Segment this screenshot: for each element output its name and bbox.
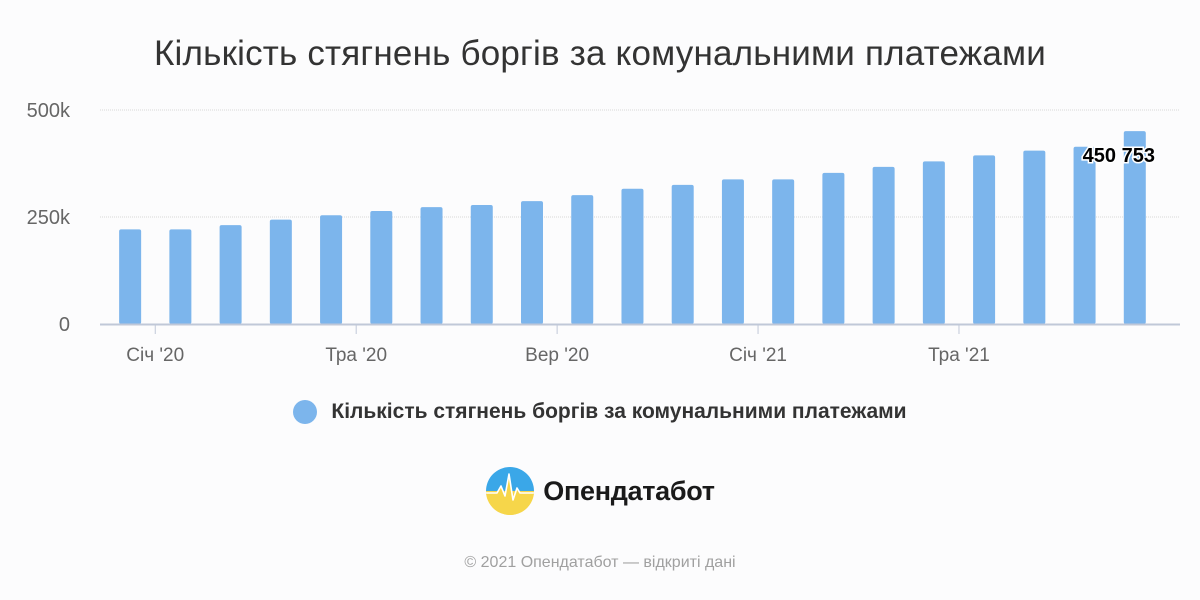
bar bbox=[269, 219, 292, 324]
x-tick-label: Січ '21 bbox=[729, 345, 787, 366]
bar bbox=[973, 155, 996, 324]
bar bbox=[671, 184, 694, 324]
y-tick-label: 500k bbox=[27, 100, 71, 122]
data-label: 450 753 bbox=[1083, 145, 1155, 167]
bar bbox=[1123, 131, 1146, 324]
bar bbox=[922, 161, 945, 324]
bar bbox=[872, 166, 895, 324]
bar bbox=[370, 211, 393, 324]
bar bbox=[320, 215, 343, 324]
x-tick-label: Тра '20 bbox=[325, 345, 387, 366]
brand-block: Опендатабот bbox=[0, 466, 1200, 516]
brand-name: Опендатабот bbox=[543, 475, 715, 506]
bar-chart: 0 250k 500k Січ '20 Тра '20 Вер '20 Січ '21 Тра… bbox=[27, 100, 1180, 366]
opendatabot-logo-icon bbox=[486, 467, 535, 515]
bar bbox=[119, 229, 142, 324]
bar bbox=[169, 229, 192, 324]
bar bbox=[1023, 150, 1046, 324]
bar bbox=[571, 195, 594, 324]
x-tick-label: Тра '21 bbox=[928, 345, 990, 366]
legend-marker bbox=[293, 400, 318, 424]
chart-title: Кількість стягнень боргів за комунальним… bbox=[153, 34, 1047, 73]
bar bbox=[772, 179, 795, 324]
bar bbox=[420, 207, 443, 324]
y-tick-label: 0 bbox=[59, 314, 70, 336]
y-tick-label: 250k bbox=[27, 207, 71, 229]
bar bbox=[521, 201, 543, 324]
bar bbox=[1073, 146, 1096, 324]
chart-legend[interactable]: Кількість стягнень боргів за комунальним… bbox=[0, 400, 1200, 424]
bar bbox=[621, 188, 644, 324]
bar bbox=[721, 179, 744, 324]
legend-label: Кількість стягнень боргів за комунальним… bbox=[331, 400, 907, 423]
footer-copyright: © 2021 Опендатабот — відкриті дані bbox=[464, 554, 736, 571]
bar bbox=[470, 205, 493, 324]
bar bbox=[822, 172, 845, 324]
x-tick-label: Січ '20 bbox=[126, 345, 184, 366]
x-tick-label: Вер '20 bbox=[525, 345, 589, 366]
bar bbox=[219, 225, 242, 324]
